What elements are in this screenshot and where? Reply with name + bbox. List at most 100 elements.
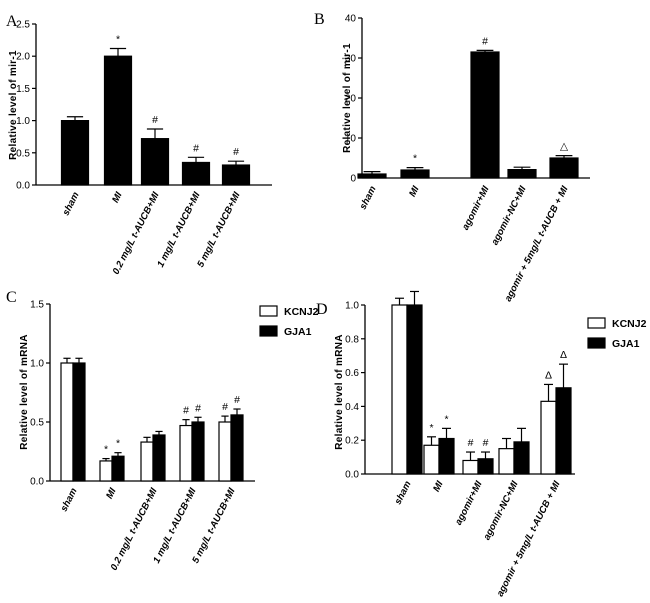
bar [111,455,125,482]
significance-marker: △ [560,141,569,153]
significance-marker: * [413,153,417,165]
y-tick-label: 30 [345,54,357,65]
significance-marker: # [183,405,189,417]
legend-swatch [259,325,278,337]
y-tick-label: 0.0 [345,470,359,481]
bar [99,460,113,482]
y-tick-label: 0.4 [345,402,359,413]
x-tick-label: agomir+MI [460,184,492,232]
y-tick-label: 2.0 [16,52,30,63]
x-tick-label: 5 mg/L t-AUCB+MI [190,486,238,565]
x-tick-label: 1 mg/L t-AUCB+MI [155,190,203,269]
y-tick-label: 0.5 [16,148,30,159]
bar [540,400,557,475]
bar [400,169,430,179]
panel-b: B 0 10 20 30 40 Relative level of mir-1 sham * MI… [314,11,590,303]
significance-marker: # [482,35,488,47]
y-tick-label: 0.0 [16,181,30,192]
bar [140,441,154,482]
bar [549,157,579,179]
legend-swatch [259,305,278,317]
y-tick-label: 1.0 [16,116,30,127]
y-axis-label: Relative level of mRNA [334,334,345,450]
bar [221,164,251,186]
x-tick-label: agomir+MI [453,479,485,527]
bar [477,458,494,475]
bar [103,55,133,186]
x-tick-label: MI [431,479,446,494]
significance-marker: # [483,437,489,449]
x-tick-label: sham [358,184,379,212]
bar [60,119,90,186]
y-tick-label: 0.6 [345,368,359,379]
x-tick-label: agomir-NC+MI [490,184,529,247]
panel-letter: B [314,11,325,28]
y-tick-label: 1.0 [345,301,359,312]
legend-swatch [587,317,606,329]
bar [555,387,572,475]
significance-marker: # [195,402,201,414]
y-tick-label: 1.5 [30,300,44,311]
y-tick-label: 1.5 [16,84,30,95]
x-tick-label: 5 mg/L t-AUCB+MI [195,190,243,269]
legend-swatch [587,337,606,349]
significance-marker: Δ [545,369,552,381]
bar [357,173,387,179]
bar [60,362,74,482]
x-tick-label: 1 mg/L t-AUCB+MI [151,486,199,565]
bar [230,414,244,482]
panel-d: D 0.0 0.2 0.4 0.6 0.8 1.0 Relative level of mRN… [316,290,647,598]
significance-marker: * [104,444,108,456]
bar [438,437,455,475]
significance-marker: * [116,438,120,450]
panel-a: A 0.0 0.5 1.0 1.5 2.0 2.5 Relative level of mir… [6,13,272,276]
bar [406,304,423,475]
significance-marker: # [222,401,228,413]
panel-letter: C [6,289,17,306]
legend-label: GJA1 [612,338,640,350]
significance-marker: # [233,146,239,158]
x-tick-label: sham [393,479,414,507]
bar [72,362,86,482]
x-tick-label: sham [59,486,80,514]
significance-marker: * [116,33,120,45]
y-tick-label: 0.8 [345,334,359,345]
y-tick-label: 10 [345,134,357,145]
x-tick-label: sham [61,190,82,218]
y-axis-label: Relative level of mir-1 [8,50,19,160]
significance-marker: # [193,142,199,154]
y-tick-label: 2.5 [16,20,30,31]
y-axis-label: Relative level of mRNA [19,334,30,450]
y-tick-label: 0.0 [30,477,44,488]
bar [152,434,166,482]
bar [470,51,500,179]
bar [181,161,211,186]
significance-marker: Δ [560,349,567,361]
y-tick-label: 40 [345,14,357,25]
bar [423,444,440,475]
bar [179,424,193,482]
y-tick-label: 0.5 [30,418,44,429]
x-tick-label: MI [104,486,119,501]
panel-letter: D [316,301,328,318]
x-tick-label: MI [407,184,422,199]
bar [218,421,232,482]
x-tick-label: MI [110,190,125,205]
y-axis-label: Relative level of mir-1 [342,43,353,153]
significance-marker: # [152,114,158,126]
y-tick-label: 0 [350,174,356,185]
panel-c: C 0.0 0.5 1.0 1.5 Relative level of mRNA sham *… [6,289,319,572]
bar [191,421,205,482]
bar [498,448,515,475]
x-tick-label: agomir-NC+MI [482,479,521,542]
bar [513,441,530,475]
y-tick-label: 1.0 [30,359,44,370]
legend-label: KCNJ2 [284,306,319,318]
y-tick-label: 20 [345,94,357,105]
bar [507,169,537,179]
significance-marker: # [468,437,474,449]
significance-marker: * [429,422,433,434]
significance-marker: # [234,394,240,406]
significance-marker: * [444,413,448,425]
